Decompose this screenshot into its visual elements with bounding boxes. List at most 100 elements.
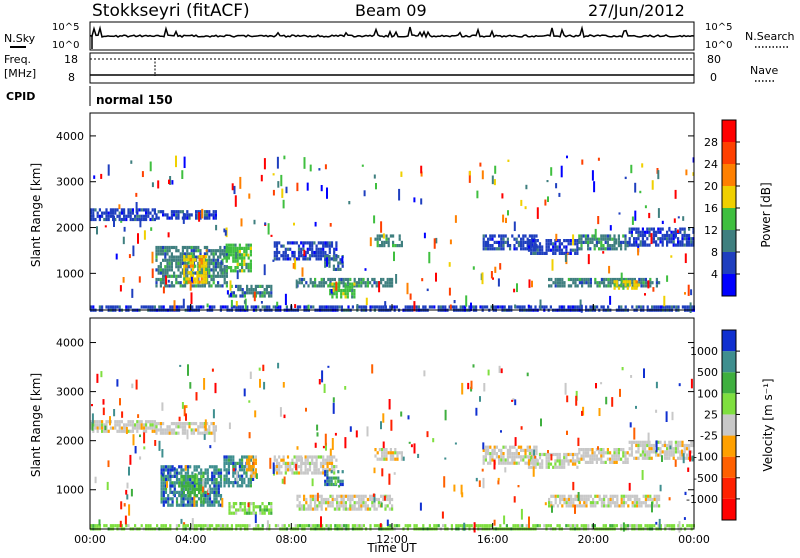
data-cell [674, 447, 677, 451]
data-cell [491, 234, 494, 238]
data-cell [630, 375, 633, 378]
data-cell [243, 502, 246, 506]
data-cell [655, 521, 658, 525]
data-cell [166, 268, 169, 272]
data-cell [584, 460, 587, 464]
data-cell [684, 292, 686, 295]
data-cell [140, 426, 143, 430]
data-cell [227, 256, 230, 260]
data-cell [227, 243, 230, 247]
data-cell [145, 208, 148, 212]
data-cell [375, 183, 377, 190]
data-cell [472, 266, 475, 270]
data-cell [204, 468, 207, 472]
data-cell [215, 500, 218, 504]
data-cell [506, 448, 509, 452]
data-cell [293, 250, 296, 255]
data-cell [124, 515, 127, 525]
data-cell [482, 240, 485, 244]
data-cell [340, 524, 343, 528]
data-cell [301, 457, 303, 466]
data-cell [208, 258, 211, 262]
data-cell [166, 258, 169, 262]
data-cell [109, 426, 112, 430]
data-cell [173, 471, 176, 475]
data-cell [202, 274, 206, 278]
data-cell [219, 245, 222, 250]
data-cell [120, 524, 123, 528]
data-cell [637, 447, 640, 451]
data-cell [538, 251, 542, 255]
data-cell [107, 211, 110, 215]
data-cell [594, 277, 597, 282]
data-cell [322, 468, 325, 472]
data-cell [578, 234, 581, 238]
data-cell [609, 234, 612, 238]
data-cell [173, 481, 176, 485]
data-cell [498, 247, 501, 251]
data-cell [387, 240, 390, 244]
data-cell [563, 284, 566, 288]
data-cell [337, 267, 340, 271]
data-cell [318, 284, 321, 288]
data-cell [639, 240, 642, 244]
data-cell [381, 451, 384, 455]
data-cell [195, 249, 198, 253]
data-cell [227, 484, 230, 488]
data-cell [135, 379, 138, 390]
data-cell [208, 494, 212, 498]
data-cell [202, 305, 205, 309]
data-cell [179, 364, 182, 367]
data-cell [211, 487, 214, 491]
data-cell [536, 459, 539, 463]
data-cell [493, 234, 496, 238]
data-cell [647, 494, 650, 498]
data-cell [422, 305, 425, 309]
data-cell [212, 268, 215, 272]
data-cell [173, 474, 176, 478]
data-cell [544, 502, 547, 506]
data-cell [288, 524, 291, 528]
data-cell [212, 216, 215, 220]
data-cell [554, 251, 557, 255]
data-cell [344, 292, 347, 296]
data-cell [554, 459, 557, 463]
data-cell [506, 461, 509, 465]
data-cell [360, 504, 363, 508]
data-cell [463, 522, 466, 531]
data-cell [186, 261, 189, 266]
data-cell [215, 490, 218, 494]
data-cell [530, 456, 533, 460]
data-cell [189, 258, 192, 262]
date-label: 27/Jun/2012 [588, 1, 685, 20]
data-cell [333, 471, 336, 475]
data-cell [211, 478, 214, 482]
data-cell [324, 258, 327, 262]
data-cell [613, 457, 616, 461]
data-cell [191, 518, 194, 530]
y-tick-label: 2000 [56, 222, 84, 235]
data-cell [326, 241, 329, 245]
data-cell [497, 278, 500, 287]
data-cell [162, 471, 165, 475]
data-cell [628, 453, 631, 457]
data-cell [230, 250, 233, 254]
data-cell [208, 249, 211, 253]
data-cell [556, 494, 559, 498]
data-cell [500, 244, 503, 248]
data-cell [572, 504, 575, 508]
data-cell [640, 504, 643, 508]
data-cell [173, 494, 176, 498]
data-cell [164, 252, 167, 256]
colorbar-tick-label: 25 [704, 408, 718, 421]
data-cell [211, 368, 214, 372]
data-cell [225, 265, 228, 269]
data-cell [182, 494, 185, 498]
data-cell [527, 239, 531, 243]
data-cell [317, 257, 320, 261]
data-cell [306, 471, 309, 475]
data-cell [554, 465, 557, 469]
data-cell [192, 431, 195, 435]
data-cell [604, 234, 607, 238]
